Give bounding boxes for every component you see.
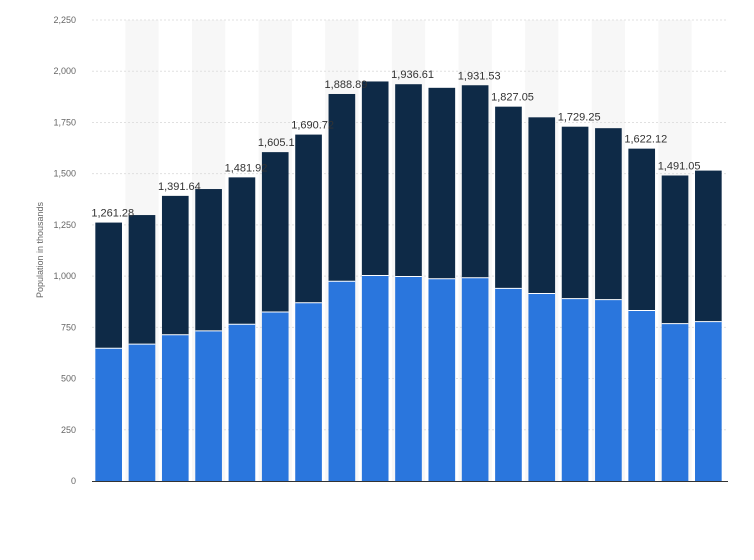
bar-segment-upper	[328, 93, 356, 282]
bar-segment-lower	[661, 323, 689, 481]
bar-segment-lower	[395, 276, 422, 481]
y-tick-label: 250	[61, 425, 76, 435]
data-labels: 1,261.28 1,391.64 1,481.92 1,605.1 1,690.72 1…	[91, 69, 700, 219]
bar-segment-lower	[528, 293, 556, 481]
y-tick-label: 1,000	[53, 271, 76, 281]
bar-segment-upper	[561, 126, 589, 299]
total-data-label: 1,622.12	[624, 134, 667, 146]
y-tick-label: 1,250	[53, 220, 76, 230]
y-tick-label: 0	[71, 476, 76, 486]
y-axis-ticks: 0 250 500 750 1,000 1,250 1,500 1,750 2,000 2,250	[53, 15, 76, 486]
bar-segment-lower	[195, 330, 222, 481]
bar-segment-upper	[95, 222, 122, 349]
total-data-label: 1,888.89	[325, 79, 368, 91]
total-data-label: 1,729.25	[558, 112, 601, 124]
bar-segment-lower	[161, 334, 189, 481]
bar-segment-lower	[428, 278, 456, 481]
y-tick-label: 1,750	[53, 117, 76, 127]
total-data-label: 1,605.1	[258, 137, 295, 149]
bar-segment-upper	[128, 215, 156, 345]
bar-segment-lower	[361, 275, 389, 481]
bar-segment-upper	[261, 152, 289, 312]
y-tick-label: 2,000	[53, 66, 76, 76]
y-axis-title: Population in thousands	[35, 201, 45, 298]
y-tick-label: 750	[61, 322, 76, 332]
bar-segment-upper	[361, 81, 389, 276]
bar-segment-lower	[495, 288, 522, 481]
bar-segment-upper	[695, 170, 722, 322]
total-data-label: 1,481.92	[225, 162, 268, 174]
bar-segment-lower	[461, 277, 489, 481]
total-data-label: 1,261.28	[91, 208, 134, 220]
bar-segment-upper	[295, 134, 322, 303]
bar-segment-upper	[195, 189, 222, 331]
total-data-label: 1,931.53	[458, 70, 501, 82]
y-tick-label: 2,250	[53, 15, 76, 25]
total-data-label: 1,391.64	[158, 181, 201, 193]
bar-segment-upper	[395, 84, 422, 277]
bar-segment-upper	[428, 87, 456, 279]
y-tick-label: 500	[61, 374, 76, 384]
bar-segment-lower	[261, 311, 289, 481]
bar-segment-lower	[228, 324, 256, 481]
bar-segment-upper	[495, 106, 522, 289]
total-data-label: 1,827.05	[491, 92, 534, 104]
bar-segment-lower	[595, 299, 622, 481]
bar-segment-upper	[228, 177, 256, 325]
total-data-label: 1,491.05	[658, 161, 701, 173]
bar-segment-lower	[128, 344, 156, 481]
bar-segment-lower	[561, 298, 589, 481]
total-data-label: 1,690.72	[291, 120, 334, 132]
y-tick-label: 1,500	[53, 169, 76, 179]
bar-segment-upper	[461, 85, 489, 278]
bar-segment-upper	[528, 117, 556, 294]
total-data-label: 1,936.61	[391, 69, 434, 81]
bar-segment-lower	[695, 321, 722, 481]
bar-segment-lower	[328, 281, 356, 481]
bars	[95, 81, 722, 481]
bar-segment-lower	[295, 302, 322, 481]
bar-segment-lower	[628, 310, 656, 481]
bar-segment-lower	[95, 348, 122, 481]
bar-segment-upper	[161, 195, 189, 335]
bar-segment-upper	[628, 148, 656, 311]
bar-segment-upper	[595, 128, 622, 300]
bar-segment-upper	[661, 175, 689, 324]
